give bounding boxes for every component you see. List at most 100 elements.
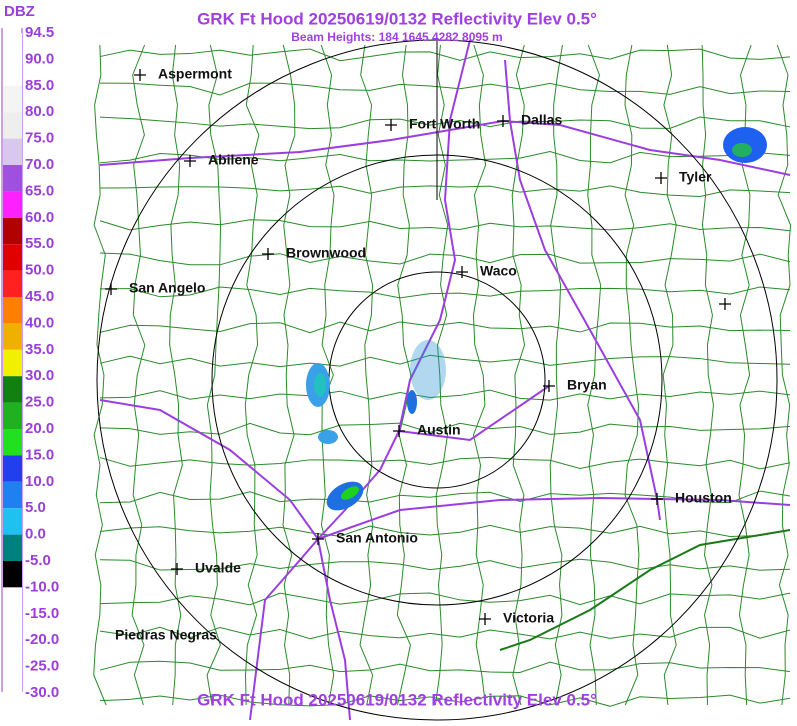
legend-swatch (3, 112, 22, 139)
county-lines (93, 44, 792, 707)
city-marker (262, 248, 274, 260)
county-line (99, 422, 791, 436)
legend-swatch (3, 613, 22, 641)
city-marker (312, 533, 324, 545)
legend-label: 45.0 (25, 288, 54, 305)
county-line (99, 286, 791, 299)
city-marker (385, 119, 397, 131)
city-label: Houston (675, 490, 732, 506)
legend-swatch (3, 481, 22, 509)
footer-title: GRK Ft Hood 20250619/0132 Reflectivity E… (197, 690, 597, 709)
city-label: Uvalde (195, 560, 241, 576)
county-line (99, 592, 791, 606)
legend-label: 15.0 (25, 446, 54, 463)
county-line (206, 44, 222, 706)
legend-swatch (3, 349, 22, 377)
coastline (499, 529, 791, 651)
city-label: Bryan (567, 377, 607, 393)
legend-label: -30.0 (25, 684, 59, 701)
legend-label: 0.0 (25, 526, 46, 543)
legend-swatch (3, 217, 22, 245)
legend-swatch (3, 59, 22, 86)
legend-swatch (3, 33, 22, 60)
county-line (396, 44, 412, 706)
city-marker (184, 155, 196, 167)
legend-swatch (3, 191, 22, 218)
city-marker (479, 613, 491, 625)
city-label: Dallas (521, 112, 562, 128)
legend-label: -15.0 (25, 605, 59, 622)
legend-label: 90.0 (25, 50, 54, 67)
county-line (99, 82, 791, 96)
legend-swatch (3, 244, 22, 271)
range-rings (96, 39, 778, 721)
county-line (662, 44, 677, 706)
county-line (320, 44, 335, 706)
county-line (99, 48, 791, 62)
legend-label: -10.0 (25, 578, 59, 595)
county-line (99, 116, 791, 130)
legend-swatch (3, 297, 22, 324)
legend-label: 25.0 (25, 394, 54, 411)
city-label: Abilene (208, 152, 259, 168)
city-marker (655, 172, 667, 184)
city-label: Tyler (679, 169, 712, 185)
county-line (511, 44, 526, 706)
legend-swatch (3, 455, 22, 482)
county-line (99, 490, 791, 504)
legend-label: 30.0 (25, 367, 54, 384)
county-line (99, 389, 791, 401)
city-label: Fort Worth (409, 116, 480, 132)
city-marker (651, 493, 663, 505)
legend-swatch (3, 85, 22, 113)
legend-swatch (3, 323, 22, 350)
county-line (99, 354, 791, 368)
title: GRK Ft Hood 20250619/0132 Reflectivity E… (197, 9, 597, 28)
legend-unit: DBZ (4, 3, 35, 20)
county-line (99, 626, 791, 640)
legend-label: 5.0 (25, 499, 46, 516)
legend-label: 40.0 (25, 314, 54, 331)
county-line (99, 219, 791, 232)
city-marker (456, 266, 468, 278)
legend-swatch (3, 508, 22, 535)
subtitle: Beam Heights: 184 1645 4282 8095 m (291, 30, 502, 44)
legend-label: 65.0 (25, 182, 54, 199)
legend-label: 75.0 (25, 130, 54, 147)
legend-label: 80.0 (25, 103, 54, 120)
legend-swatch (3, 666, 22, 693)
legend-swatch (3, 402, 22, 429)
county-line (359, 44, 374, 706)
legend-label: 55.0 (25, 235, 54, 252)
legend-swatch (3, 270, 22, 297)
highways (99, 39, 791, 721)
county-line (99, 252, 791, 266)
county-line (169, 44, 183, 706)
city-marker (134, 69, 146, 81)
city-label: Piedras Negras (115, 627, 217, 643)
legend-swatch (3, 165, 22, 192)
legend-label: 10.0 (25, 473, 54, 490)
legend-swatch (3, 376, 22, 403)
county-line (99, 524, 791, 537)
city-marker (719, 298, 731, 310)
legend-label: 70.0 (25, 156, 54, 173)
county-line (472, 44, 487, 706)
legend-swatch (3, 138, 22, 165)
legend-label: -25.0 (25, 658, 59, 675)
echoes (306, 127, 767, 511)
city-marker (543, 380, 555, 392)
city-label: Aspermont (158, 66, 232, 82)
county-line (282, 44, 296, 706)
county-line (549, 44, 563, 706)
legend-label: 94.5 (25, 24, 54, 41)
county-line (99, 694, 791, 707)
city-marker (393, 425, 405, 437)
legend-swatch (3, 587, 22, 614)
county-line (99, 660, 791, 673)
legend-label: 20.0 (25, 420, 54, 437)
city-label: Victoria (503, 610, 554, 626)
city-label: San Antonio (336, 530, 418, 546)
county-line (99, 456, 791, 470)
